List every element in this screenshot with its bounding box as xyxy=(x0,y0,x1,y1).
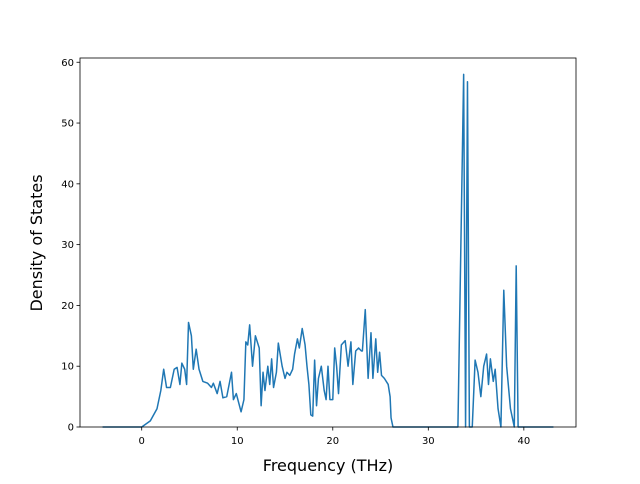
y-tick-label: 40 xyxy=(61,179,74,190)
y-tick-label: 60 xyxy=(61,58,74,69)
y-tick-label: 0 xyxy=(68,423,74,434)
y-tick-label: 50 xyxy=(61,119,74,130)
y-tick-label: 30 xyxy=(61,240,74,251)
line xyxy=(102,73,554,428)
x-axis-label: Frequency (THz) xyxy=(263,456,393,475)
y-tick-label: 10 xyxy=(61,362,74,373)
x-tick-label: 0 xyxy=(139,436,145,447)
x-tick-label: 10 xyxy=(231,436,244,447)
y-axis-label: Density of States xyxy=(27,174,46,311)
axes-frame xyxy=(79,57,577,428)
x-tick-label: 30 xyxy=(422,436,435,447)
x-tick-label: 40 xyxy=(517,436,530,447)
x-tick-label: 20 xyxy=(326,436,339,447)
y-tick-label: 20 xyxy=(61,301,74,312)
